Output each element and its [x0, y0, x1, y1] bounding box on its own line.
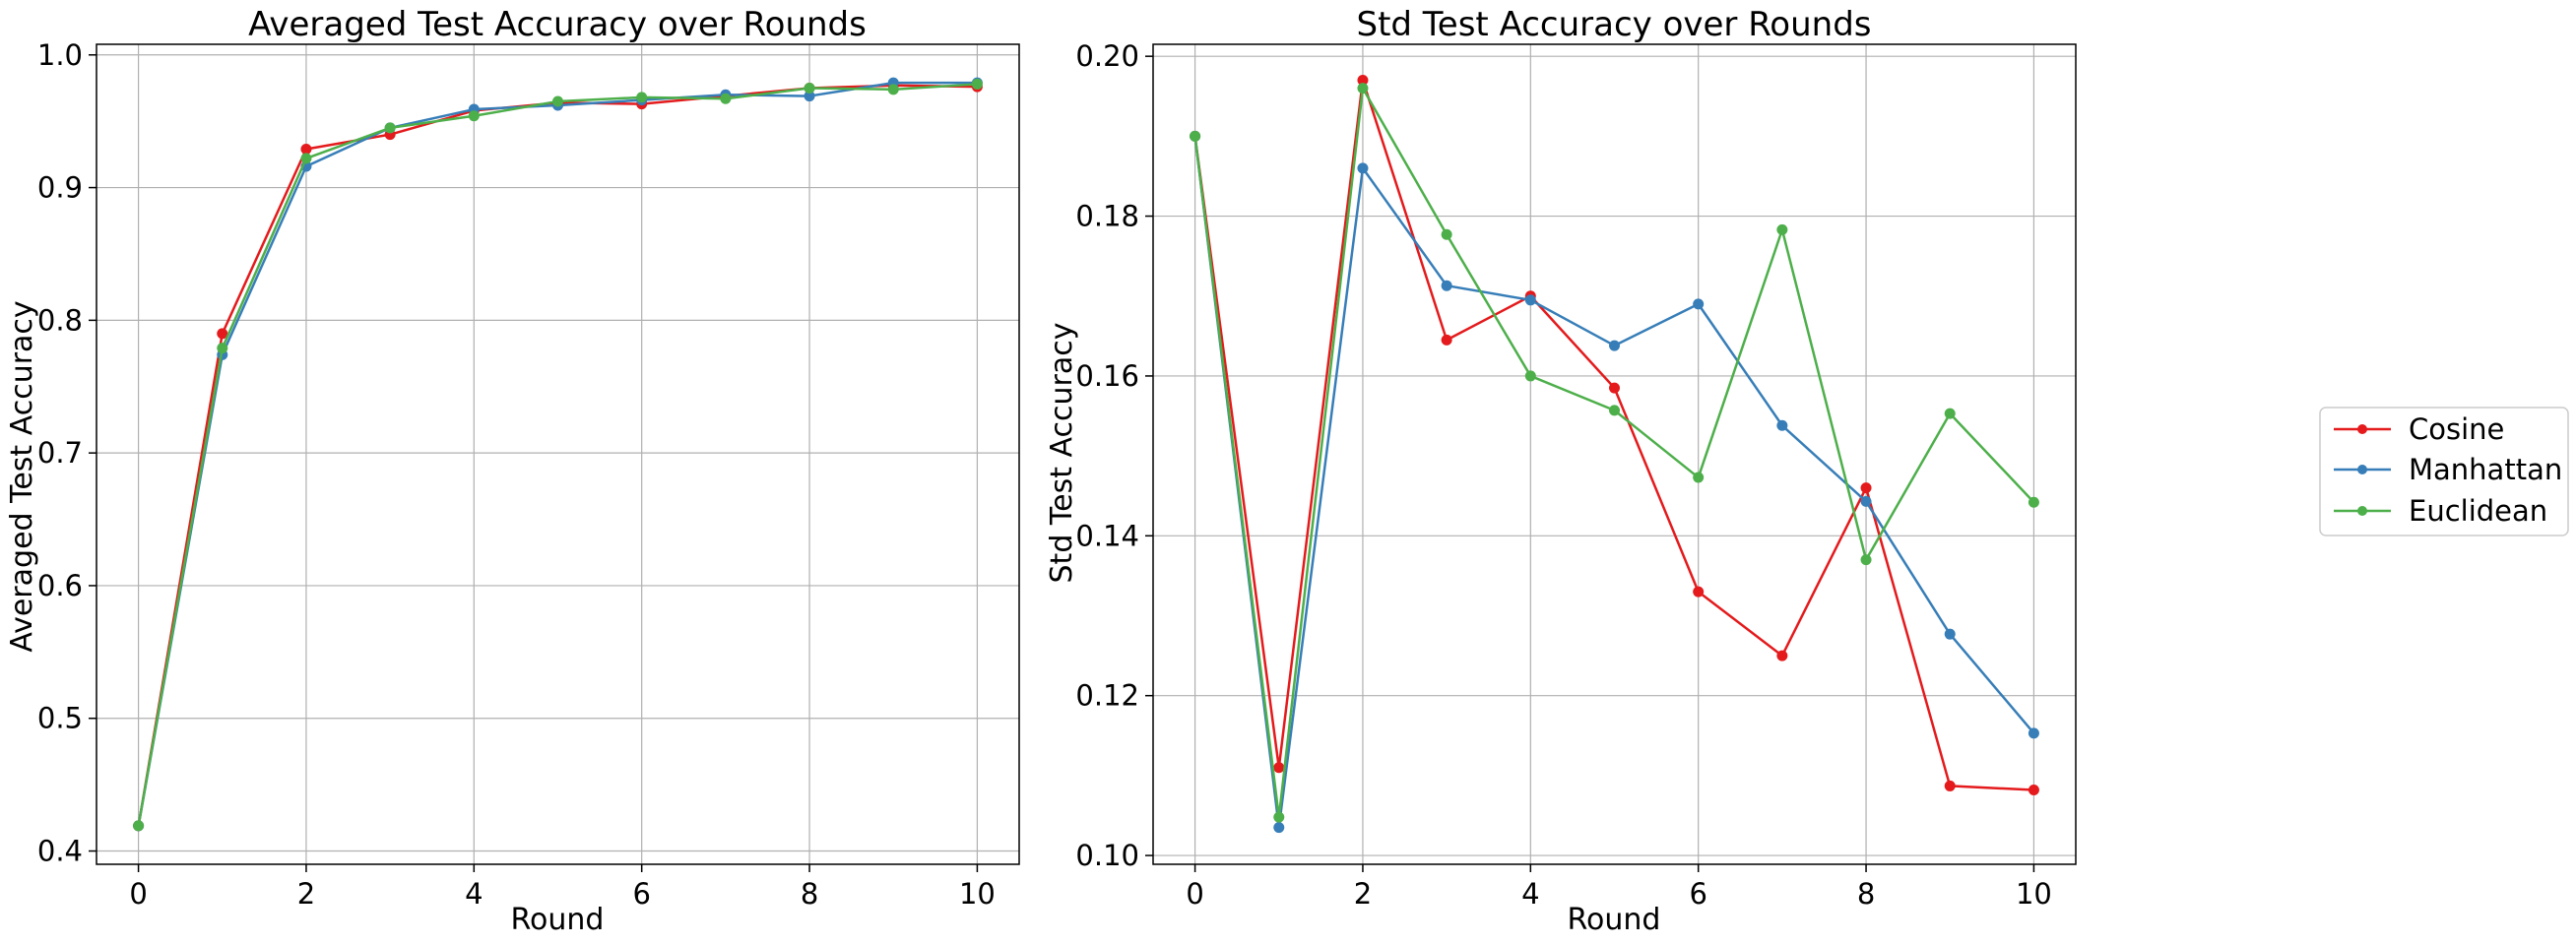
data-point-manhattan — [1693, 298, 1705, 310]
y-tick-label: 0.16 — [1075, 359, 1139, 393]
y-tick-label: 0.5 — [37, 702, 83, 735]
x-tick-label: 0 — [1186, 877, 1203, 911]
data-point-euclidean — [1776, 223, 1788, 235]
legend: Cosine Manhattan Euclidean — [2319, 407, 2569, 536]
data-point-euclidean — [552, 95, 563, 107]
x-tick-label: 6 — [632, 877, 650, 911]
data-point-cosine — [1860, 482, 1872, 494]
data-point-euclidean — [804, 82, 815, 94]
data-point-cosine — [300, 143, 312, 155]
legend-label: Euclidean — [2409, 494, 2547, 528]
series-line-manhattan — [1193, 136, 2035, 829]
data-point-euclidean — [1693, 472, 1705, 483]
y-tick-label: 0.20 — [1075, 39, 1139, 73]
x-tick-label: 8 — [1857, 877, 1875, 911]
data-point-euclidean — [217, 343, 228, 354]
series-line-cosine — [137, 84, 978, 827]
data-point-manhattan — [1357, 162, 1369, 174]
std-chart: Std Test Accuracy over Rounds Round Std … — [1045, 5, 2077, 937]
y-tick-label: 0.10 — [1075, 839, 1139, 872]
data-point-cosine — [1776, 650, 1788, 662]
data-point-euclidean — [2028, 496, 2039, 508]
series-line-cosine — [1193, 79, 2034, 791]
data-point-manhattan — [1524, 294, 1536, 306]
data-point-euclidean — [300, 153, 312, 164]
series-line-euclidean — [137, 83, 978, 827]
data-point-euclidean — [1524, 370, 1536, 382]
data-point-euclidean — [468, 110, 480, 122]
data-point-cosine — [217, 328, 228, 340]
y-tick-label: 0.18 — [1075, 200, 1139, 233]
data-point-euclidean — [1944, 408, 1956, 419]
plot-frame — [96, 43, 1020, 865]
data-point-euclidean — [384, 122, 396, 134]
data-point-cosine — [1693, 586, 1705, 598]
data-point-euclidean — [971, 78, 983, 90]
data-point-manhattan — [2028, 727, 2039, 739]
legend-frame — [2319, 407, 2569, 536]
x-tick-label: 10 — [2016, 877, 2052, 911]
data-point-cosine — [1357, 75, 1369, 87]
data-point-manhattan — [1609, 340, 1620, 351]
legend-item-cosine: Cosine — [2334, 412, 2504, 446]
legend-label: Cosine — [2409, 412, 2504, 446]
data-point-euclidean — [1860, 554, 1872, 566]
data-point-cosine — [1273, 762, 1285, 774]
series-line-euclidean — [1193, 87, 2035, 819]
chart-title: Std Test Accuracy over Rounds — [1356, 5, 1871, 44]
x-tick-label: 6 — [1689, 877, 1707, 911]
data-point-manhattan — [1860, 495, 1872, 507]
data-point-euclidean — [887, 84, 899, 95]
legend-item-manhattan: Manhattan — [2334, 453, 2562, 486]
y-tick-label: 0.4 — [37, 835, 83, 868]
x-tick-label: 4 — [1521, 877, 1539, 911]
y-tick-label: 0.6 — [37, 569, 83, 602]
data-point-manhattan — [1776, 419, 1788, 431]
data-point-manhattan — [1944, 628, 1956, 640]
data-point-cosine — [2028, 784, 2039, 795]
accuracy-chart: Averaged Test Accuracy over Rounds Round… — [5, 5, 1020, 937]
x-tick-label: 10 — [959, 877, 996, 911]
series-line-manhattan — [137, 81, 978, 827]
chart-title: Averaged Test Accuracy over Rounds — [248, 5, 867, 44]
x-axis-label: Round — [511, 903, 605, 937]
data-point-manhattan — [1441, 280, 1452, 291]
data-point-euclidean — [1357, 83, 1369, 94]
data-point-euclidean — [133, 820, 145, 832]
x-tick-label: 4 — [465, 877, 483, 911]
legend-label: Manhattan — [2409, 453, 2562, 486]
y-tick-label: 0.14 — [1075, 519, 1139, 552]
y-tick-label: 0.7 — [37, 436, 83, 470]
y-tick-label: 0.9 — [37, 171, 83, 205]
y-tick-label: 1.0 — [37, 38, 83, 72]
y-axis-label: Averaged Test Accuracy — [5, 300, 39, 652]
x-tick-label: 8 — [801, 877, 818, 911]
data-point-euclidean — [720, 93, 732, 104]
x-tick-label: 0 — [129, 877, 147, 911]
data-point-euclidean — [1609, 405, 1620, 416]
x-axis-label: Round — [1568, 903, 1661, 937]
x-tick-label: 2 — [297, 877, 315, 911]
data-point-cosine — [1609, 382, 1620, 394]
data-point-manhattan — [804, 91, 815, 102]
y-tick-label: 0.8 — [37, 303, 83, 337]
y-tick-label: 0.12 — [1075, 679, 1139, 713]
data-point-cosine — [1441, 334, 1452, 346]
data-point-cosine — [1944, 780, 1956, 791]
y-axis-label: Std Test Accuracy — [1045, 323, 1079, 584]
data-point-manhattan — [1273, 822, 1285, 834]
data-point-euclidean — [1273, 811, 1285, 823]
plot-frame — [1152, 43, 2077, 865]
data-point-euclidean — [1441, 228, 1452, 240]
data-point-euclidean — [1190, 130, 1201, 142]
legend-item-euclidean: Euclidean — [2334, 494, 2547, 528]
x-tick-label: 2 — [1354, 877, 1372, 911]
data-point-euclidean — [636, 92, 648, 103]
